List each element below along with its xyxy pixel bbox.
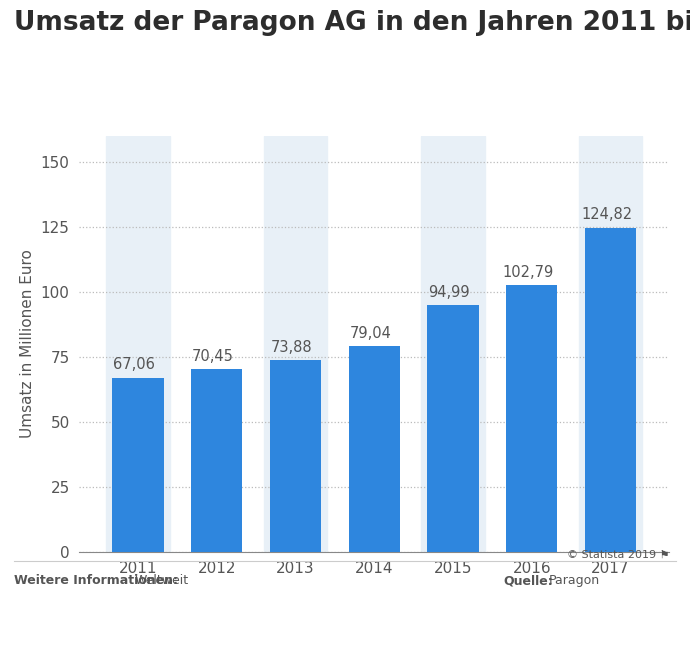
Text: Umsatz der Paragon AG in den Jahren 2011 bis 2017: Umsatz der Paragon AG in den Jahren 2011… (14, 10, 690, 36)
Text: 70,45: 70,45 (192, 349, 234, 363)
Bar (506, 285, 558, 552)
Bar (191, 369, 242, 552)
Text: Weitere Informationen:: Weitere Informationen: (14, 574, 178, 587)
Text: 67,06: 67,06 (113, 358, 155, 373)
Bar (264, 136, 328, 552)
Bar (428, 305, 479, 552)
Text: 124,82: 124,82 (581, 208, 632, 223)
Bar (348, 347, 400, 552)
Bar (106, 136, 170, 552)
Text: 73,88: 73,88 (270, 339, 313, 354)
Text: Paragon: Paragon (549, 574, 600, 587)
Bar (270, 360, 321, 552)
Text: 79,04: 79,04 (349, 326, 391, 341)
Bar (585, 228, 636, 552)
Bar (579, 136, 642, 552)
Bar (112, 378, 164, 552)
Text: 102,79: 102,79 (502, 265, 553, 280)
Text: © Statista 2019 ⚑: © Statista 2019 ⚑ (566, 550, 669, 559)
Y-axis label: Umsatz in Millionen Euro: Umsatz in Millionen Euro (20, 249, 35, 439)
Text: Quelle:: Quelle: (504, 574, 553, 587)
Text: 94,99: 94,99 (428, 285, 470, 300)
Text: Weltweit: Weltweit (135, 574, 188, 587)
Bar (421, 136, 485, 552)
